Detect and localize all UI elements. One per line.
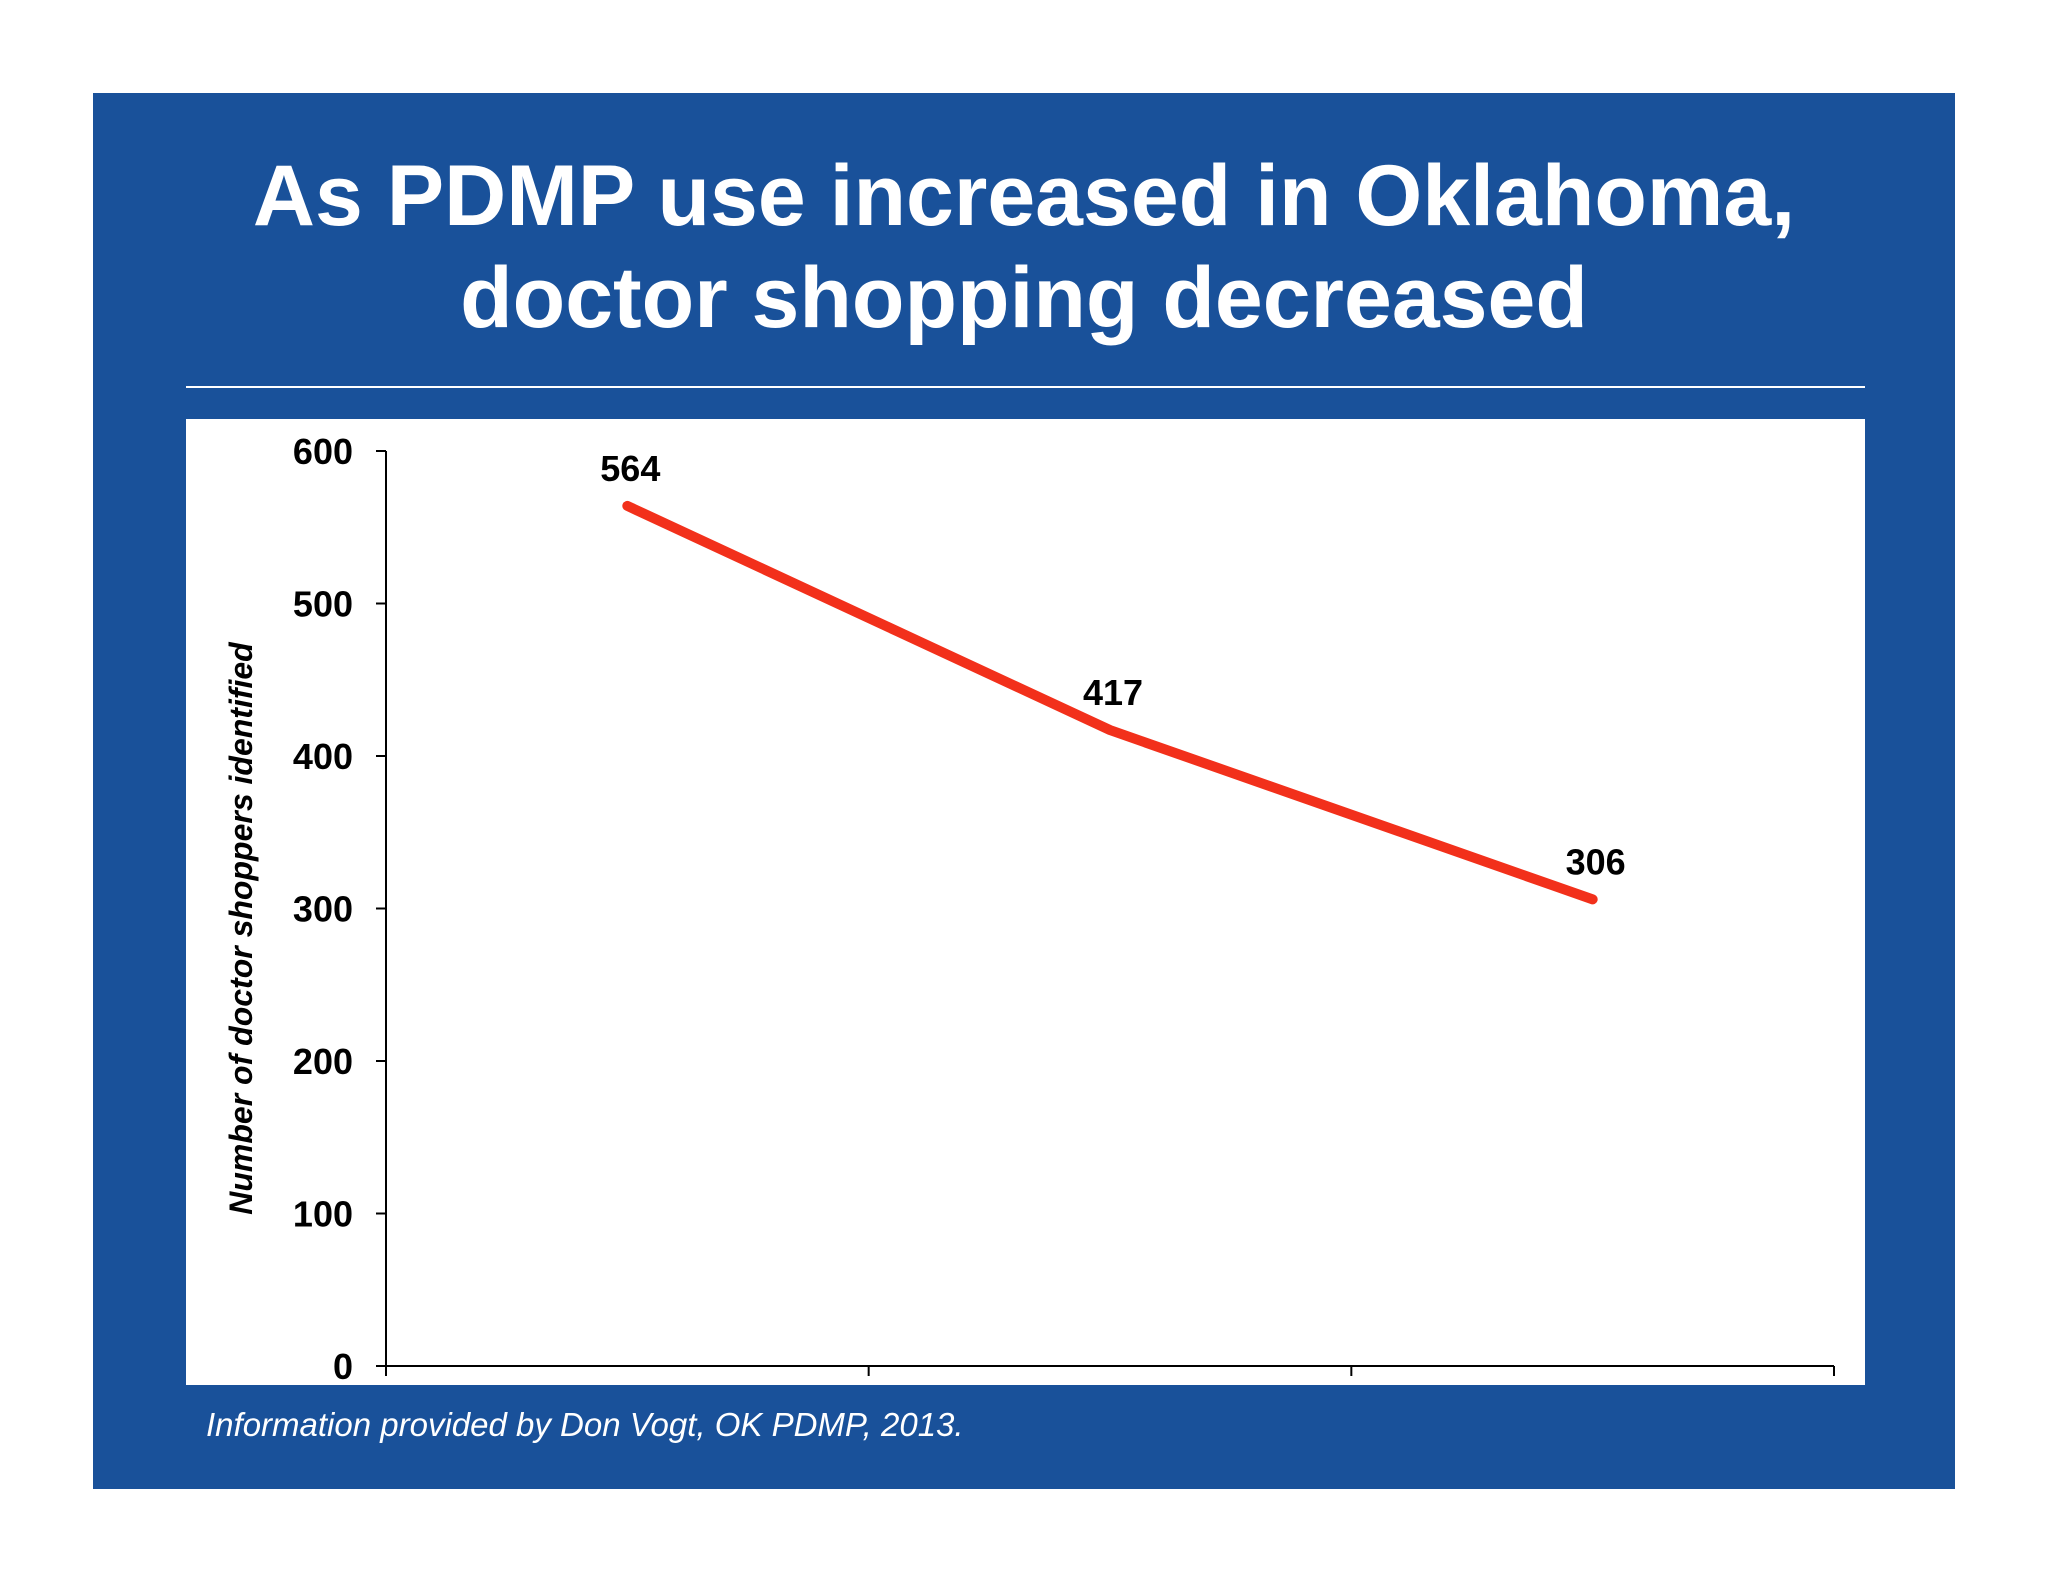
- slide-title: As PDMP use increased in Oklahoma, docto…: [93, 145, 1955, 349]
- y-tick-label: 500: [293, 584, 353, 625]
- y-tick-label: 0: [333, 1346, 353, 1385]
- y-tick-label: 300: [293, 889, 353, 930]
- data-label: 306: [1566, 841, 1626, 882]
- title-divider: [186, 386, 1865, 388]
- y-axis-title: Number of doctor shoppers identified: [223, 641, 259, 1215]
- y-tick-label: 200: [293, 1041, 353, 1082]
- y-tick-label: 400: [293, 736, 353, 777]
- data-label: 564: [600, 448, 660, 489]
- chart-panel: 0100200300400500600201020112012Number of…: [186, 419, 1865, 1385]
- line-chart: 0100200300400500600201020112012Number of…: [223, 431, 1835, 1385]
- y-tick-label: 100: [293, 1194, 353, 1235]
- data-label: 417: [1083, 672, 1143, 713]
- slide-background: As PDMP use increased in Oklahoma, docto…: [93, 93, 1955, 1489]
- source-note: Information provided by Don Vogt, OK PDM…: [206, 1406, 964, 1443]
- title-line-2: doctor shopping decreased: [460, 250, 1588, 346]
- title-line-1: As PDMP use increased in Oklahoma,: [252, 148, 1796, 244]
- y-tick-label: 600: [293, 431, 353, 472]
